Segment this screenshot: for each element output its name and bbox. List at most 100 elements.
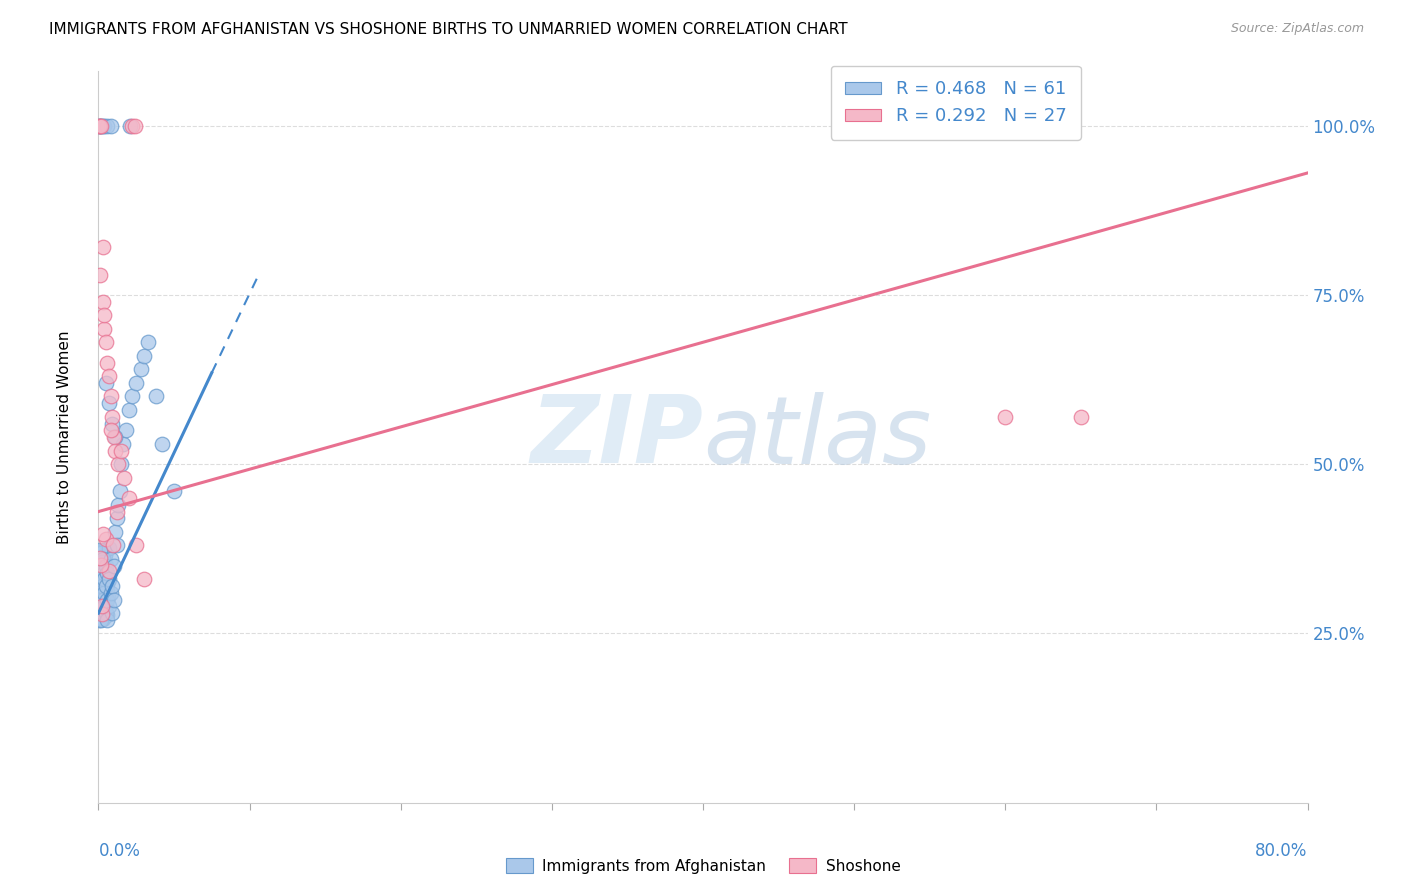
Point bbox=[91, 581, 114, 595]
Point bbox=[90, 558, 112, 573]
Point bbox=[91, 606, 114, 620]
Legend: Immigrants from Afghanistan, Shoshone: Immigrants from Afghanistan, Shoshone bbox=[499, 852, 907, 880]
Point bbox=[91, 544, 114, 558]
Point bbox=[93, 586, 115, 600]
Point bbox=[101, 606, 124, 620]
Point bbox=[100, 586, 122, 600]
Point bbox=[98, 541, 121, 555]
Point bbox=[105, 538, 128, 552]
Point bbox=[89, 613, 111, 627]
Point bbox=[118, 491, 141, 505]
Point bbox=[104, 430, 127, 444]
Point bbox=[94, 591, 117, 605]
Point bbox=[90, 568, 112, 582]
Point bbox=[90, 599, 112, 614]
Point bbox=[90, 607, 112, 622]
Point bbox=[101, 538, 124, 552]
Point bbox=[94, 558, 117, 573]
Point bbox=[94, 376, 117, 390]
Point bbox=[87, 547, 110, 561]
Point bbox=[89, 597, 111, 611]
Point bbox=[93, 572, 115, 586]
Point bbox=[103, 558, 125, 573]
Point bbox=[110, 457, 132, 471]
Point bbox=[94, 606, 117, 620]
Point bbox=[89, 592, 111, 607]
Point bbox=[91, 567, 114, 582]
Point bbox=[136, 335, 159, 350]
Point bbox=[89, 606, 111, 620]
Point bbox=[96, 568, 118, 582]
Point bbox=[104, 524, 127, 539]
Point bbox=[98, 565, 121, 579]
Point bbox=[91, 294, 114, 309]
Point bbox=[125, 376, 148, 390]
Point bbox=[90, 558, 112, 573]
Point bbox=[103, 592, 125, 607]
Point bbox=[105, 505, 128, 519]
Point bbox=[93, 566, 115, 580]
Y-axis label: Births to Unmarried Women: Births to Unmarried Women bbox=[58, 330, 72, 544]
Point bbox=[89, 119, 111, 133]
Point bbox=[89, 550, 111, 565]
Point bbox=[93, 322, 115, 336]
Point bbox=[89, 598, 111, 612]
Point bbox=[96, 355, 118, 369]
Point bbox=[98, 369, 121, 384]
Point bbox=[89, 579, 111, 593]
Point bbox=[93, 544, 115, 558]
Point bbox=[93, 572, 115, 586]
Point bbox=[100, 552, 122, 566]
Point bbox=[129, 362, 152, 376]
Point bbox=[112, 471, 135, 485]
Point bbox=[94, 597, 117, 611]
Point bbox=[91, 119, 114, 133]
Point bbox=[120, 119, 142, 133]
Point bbox=[89, 543, 111, 558]
Point bbox=[90, 544, 112, 558]
Point bbox=[104, 443, 127, 458]
Point bbox=[110, 443, 132, 458]
Point bbox=[101, 579, 124, 593]
Point bbox=[90, 592, 112, 607]
Point bbox=[90, 599, 112, 613]
Point bbox=[96, 572, 118, 586]
Point bbox=[90, 612, 112, 626]
Point bbox=[89, 268, 111, 282]
Point bbox=[91, 605, 114, 619]
Point bbox=[101, 409, 124, 424]
Point bbox=[96, 582, 118, 596]
Point bbox=[114, 423, 136, 437]
Point bbox=[89, 588, 111, 602]
Point bbox=[145, 389, 167, 403]
Text: 0.0%: 0.0% bbox=[98, 842, 141, 860]
Point bbox=[90, 119, 112, 133]
Point bbox=[132, 572, 155, 586]
Legend: R = 0.468   N = 61, R = 0.292   N = 27: R = 0.468 N = 61, R = 0.292 N = 27 bbox=[831, 66, 1081, 140]
Point bbox=[87, 582, 110, 596]
Point bbox=[93, 562, 115, 576]
Point bbox=[90, 572, 112, 586]
Point bbox=[121, 119, 143, 133]
Point bbox=[87, 598, 110, 612]
Point bbox=[89, 119, 111, 133]
Point bbox=[98, 599, 121, 614]
Point bbox=[101, 417, 124, 431]
Point bbox=[91, 570, 114, 584]
Point bbox=[93, 599, 115, 614]
Point bbox=[89, 566, 111, 580]
Point bbox=[94, 533, 117, 547]
Point bbox=[96, 119, 118, 133]
Point bbox=[90, 612, 112, 626]
Point bbox=[96, 607, 118, 622]
Point bbox=[124, 119, 146, 133]
Point bbox=[91, 579, 114, 593]
Point bbox=[1070, 409, 1092, 424]
Point bbox=[96, 566, 118, 580]
Point bbox=[91, 552, 114, 566]
Point bbox=[90, 567, 112, 582]
Text: Source: ZipAtlas.com: Source: ZipAtlas.com bbox=[1230, 22, 1364, 36]
Point bbox=[91, 558, 114, 572]
Point bbox=[96, 613, 118, 627]
Point bbox=[93, 543, 115, 558]
